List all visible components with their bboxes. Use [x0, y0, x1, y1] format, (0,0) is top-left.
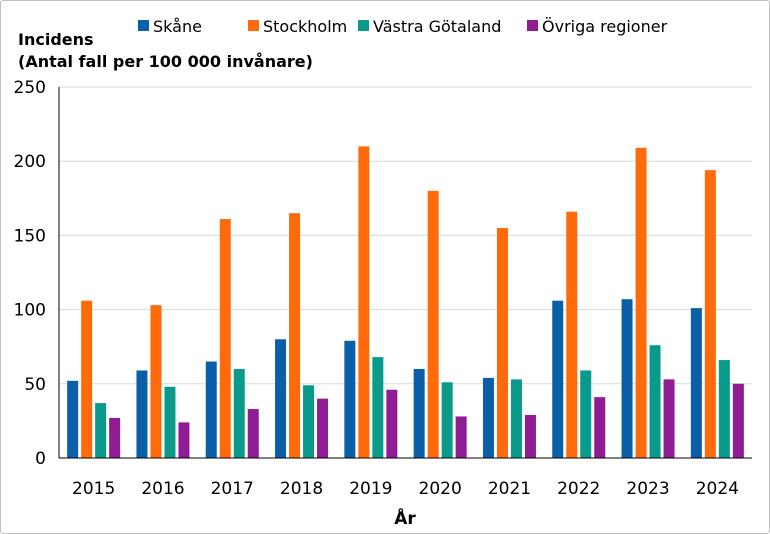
bar-3-1 [178, 422, 190, 458]
bar-3-2 [247, 409, 259, 458]
y-tick-label: 50 [24, 375, 46, 395]
bar-0-8 [621, 299, 633, 458]
x-tick-label: 2024 [696, 479, 739, 499]
bar-1-2 [219, 219, 231, 458]
bar-0-9 [690, 308, 702, 458]
legend-label: Skåne [153, 17, 202, 36]
bar-3-7 [594, 397, 606, 458]
bar-3-3 [317, 398, 329, 458]
bar-0-3 [275, 339, 287, 458]
y-tick-label: 150 [14, 226, 46, 246]
bar-1-4 [358, 146, 370, 459]
bar-0-6 [482, 377, 494, 458]
x-tick-label: 2017 [211, 479, 254, 499]
x-axis-title: År [394, 506, 416, 529]
bar-2-8 [649, 345, 661, 458]
bar-0-1 [136, 370, 148, 458]
bar-3-6 [524, 414, 536, 458]
legend-swatch [138, 20, 149, 31]
bar-1-3 [289, 213, 301, 458]
bar-0-2 [205, 361, 217, 458]
x-tick-label: 2018 [280, 479, 323, 499]
legend-label: Övriga regioner [542, 17, 668, 36]
bar-0-7 [552, 300, 564, 458]
bar-1-7 [566, 211, 578, 458]
x-tick-label: 2022 [557, 479, 600, 499]
y-tick-label: 100 [14, 301, 46, 321]
x-tick-label: 2016 [141, 479, 184, 499]
y-axis-title-line2: (Antal fall per 100 000 invånare) [18, 52, 313, 71]
legend-swatch [358, 20, 369, 31]
bar-2-9 [718, 360, 730, 458]
bar-2-1 [164, 386, 176, 458]
bar-3-8 [663, 379, 675, 458]
bar-2-7 [580, 370, 592, 458]
x-tick-labels: 2015 2016 2017 2018 2019 2020 2021 2022 2023 2024 [72, 479, 739, 499]
bar-3-4 [386, 389, 398, 458]
x-tick-label: 2021 [488, 479, 531, 499]
bar-3-0 [109, 417, 121, 458]
x-tick-label: 2019 [349, 479, 392, 499]
legend: Skåne Stockholm Västra Götaland Övriga regi… [138, 17, 668, 36]
bar-2-3 [303, 385, 315, 458]
y-axis-title-line1: Incidens [18, 30, 94, 49]
y-tick-label: 200 [14, 152, 46, 172]
legend-swatch [527, 20, 538, 31]
x-tick-label: 2015 [72, 479, 115, 499]
bar-2-6 [510, 379, 522, 458]
y-tick-labels: 0 50 100 150 200 250 [14, 78, 46, 469]
bar-0-0 [67, 380, 79, 458]
bar-1-8 [635, 147, 647, 458]
y-tick-label: 250 [14, 78, 46, 98]
bar-1-9 [704, 170, 716, 458]
y-tick-label: 0 [35, 449, 46, 469]
legend-label: Stockholm [263, 17, 347, 36]
bar-1-6 [496, 227, 508, 458]
legend-swatch [248, 20, 259, 31]
bar-1-0 [81, 300, 93, 458]
bar-3-9 [732, 383, 744, 458]
x-tick-label: 2023 [626, 479, 669, 499]
bar-3-5 [455, 416, 467, 458]
gridlines [59, 86, 752, 385]
bar-1-5 [427, 190, 439, 458]
bar-2-4 [372, 357, 384, 458]
bar-2-5 [441, 382, 453, 458]
bar-0-4 [344, 340, 356, 458]
legend-label: Västra Götaland [373, 17, 501, 36]
bar-2-0 [95, 403, 107, 458]
x-tick-label: 2020 [419, 479, 462, 499]
bar-2-2 [233, 368, 245, 458]
bars-group [67, 146, 744, 459]
bar-1-1 [150, 305, 162, 458]
bar-0-5 [413, 368, 425, 458]
